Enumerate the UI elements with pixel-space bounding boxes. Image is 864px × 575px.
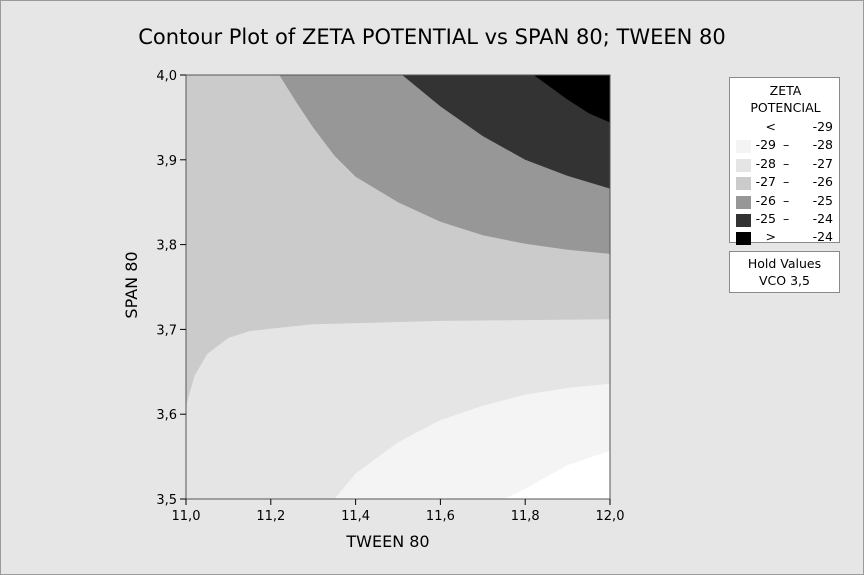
legend-swatch [736,195,751,209]
y-tick-label-0: 3,5 [156,493,177,508]
hold-values-title: Hold Values [747,256,822,271]
legend-dash: – [783,174,790,190]
y-tick-label-5: 4,0 [156,69,177,84]
hold-values-box: Hold Values VCO 3,5 [729,251,840,293]
legend-item: < -29 [730,119,841,137]
legend-swatch [736,214,751,227]
legend-title: ZETA POTENCIAL [730,82,841,116]
legend-high-value: -25 [812,192,833,208]
legend: ZETA POTENCIAL < -29 -29– -28 -28– -27 -27– -26… [729,77,841,246]
y-tick-label-4: 3,9 [156,154,177,169]
contour-region-4 [533,75,610,123]
legend-low-value: -28 [755,155,776,171]
x-tick-label-5: 12,0 [596,509,625,524]
legend-low-value: > [765,229,776,245]
legend-item: -28– -27 [730,156,841,174]
legend-low-value: -27 [755,174,776,190]
legend-swatch [736,177,751,191]
legend-dash: – [783,211,790,226]
legend-low-value: -29 [755,137,776,153]
y-axis-label: SPAN 80 [122,251,141,318]
x-tick-label-4: 11,8 [511,509,540,524]
legend-low-value: < [765,119,776,134]
y-tick-label-2: 3,7 [156,323,177,338]
chart-title: Contour Plot of ZETA POTENTIAL vs SPAN 8… [138,25,726,49]
contour-region-3 [402,75,610,189]
legend-item: -27– -26 [730,174,841,192]
legend-high-value: -28 [812,137,833,153]
y-tick-label-1: 3,6 [156,408,177,423]
plot-border [185,74,611,500]
x-tick-label-1: 11,2 [256,509,285,524]
y-tick-label-3: 3,8 [156,239,177,254]
legend-high-value: -27 [812,155,833,171]
legend-dash: – [783,192,790,208]
x-tick-label-3: 11,6 [426,509,455,524]
legend-low-value: -25 [755,211,776,226]
legend-item: > -24 [730,229,841,247]
legend-title-line-1: ZETA [769,83,802,98]
x-tick-label-2: 11,4 [341,509,370,524]
legend-item: -25– -24 [730,211,841,229]
legend-swatch [736,232,751,246]
legend-dash: – [783,155,790,171]
legend-dash: – [783,137,790,153]
legend-low-value: -26 [755,192,776,208]
legend-item: -29– -28 [730,137,841,155]
legend-high-value: -26 [812,174,833,190]
legend-high-value: -24 [812,211,833,226]
legend-high-value: -24 [812,229,833,245]
legend-swatch [736,140,751,154]
hold-values-text: VCO 3,5 [759,273,810,288]
legend-swatch [736,122,751,135]
contour-region-5 [334,383,610,499]
legend-high-value: -29 [812,119,833,134]
legend-swatch [736,158,751,172]
contour-region-6 [504,450,610,499]
legend-title-line-2: POTENCIAL [750,100,821,115]
x-tick-label-0: 11,0 [172,509,201,524]
x-axis-label: TWEEN 80 [345,532,429,551]
legend-item: -26– -25 [730,193,841,211]
